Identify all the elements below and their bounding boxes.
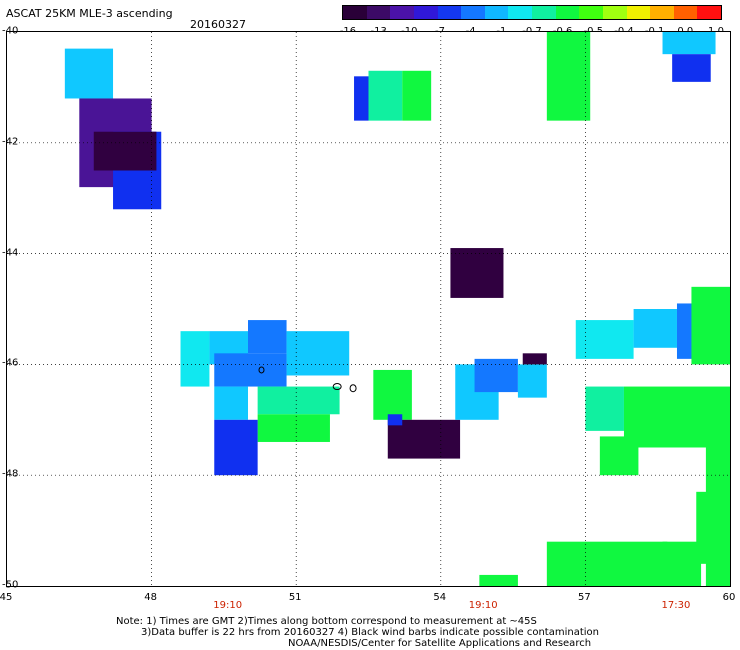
lat-label: -48 [2, 468, 19, 480]
date-label: 20160327 [190, 18, 246, 31]
wind-cell-dark [387, 419, 461, 459]
wind-cell-cyan [286, 331, 350, 376]
wind-cell-cyan [64, 48, 114, 99]
wind-cell-green [691, 286, 730, 365]
map-svg [7, 32, 730, 586]
colorbar-segment [461, 6, 485, 19]
note-line-2: 3)Data buffer is 22 hrs from 20160327 4)… [141, 627, 599, 638]
colorbar-segment [650, 6, 674, 19]
lon-label: 48 [144, 592, 157, 603]
lat-label: -44 [2, 247, 19, 259]
time-label: 19:10 [213, 600, 243, 611]
wind-cell-lightcyan [180, 331, 210, 387]
lon-label: 54 [433, 592, 447, 603]
wind-cell-green [662, 541, 702, 586]
colorbar-segment [508, 6, 532, 19]
lon-label: 60 [722, 592, 736, 603]
colorbar-segment [697, 6, 721, 19]
wind-cell-teal [368, 70, 403, 121]
title: ASCAT 25KM MLE-3 ascending [6, 7, 173, 20]
wind-cell-midblue [214, 353, 287, 387]
wind-cell-midblue [248, 320, 287, 354]
wind-cell-cyan [517, 364, 547, 398]
lat-label: -50 [2, 579, 19, 591]
time-label: 19:10 [468, 600, 498, 611]
lon-label: 57 [578, 592, 591, 603]
wind-cell-blue [672, 54, 711, 82]
colorbar-segment [602, 6, 627, 19]
time-label: 17:30 [661, 600, 691, 611]
colorbar-segment [484, 6, 509, 19]
wind-cell-green [546, 541, 668, 586]
wind-cell-teal [585, 386, 624, 431]
colorbar-segment [366, 6, 391, 19]
wind-cell-green [402, 70, 432, 121]
wind-cell-dark [522, 353, 547, 365]
lat-label: -40 [2, 25, 19, 37]
wind-cell-cyan [662, 32, 716, 55]
colorbar-segment [579, 6, 603, 19]
lat-label: -46 [2, 357, 19, 369]
note-line-1: Note: 1) Times are GMT 2)Times along bot… [116, 616, 537, 627]
colorbar-segment [343, 6, 367, 19]
lon-label: 45 [0, 592, 13, 603]
note-line-3: NOAA/NESDIS/Center for Satellite Applica… [288, 638, 592, 649]
colorbar-segment [673, 6, 698, 19]
wind-cell-blue [354, 76, 369, 121]
wind-cell-green [479, 574, 518, 586]
wind-cell-lightcyan [575, 320, 634, 359]
colorbar-segment [626, 6, 651, 19]
colorbar-segment [413, 6, 438, 19]
lon-label: 51 [288, 592, 302, 603]
colorbar-segment [555, 6, 580, 19]
wind-cell-green [373, 369, 412, 420]
island-outline [332, 383, 342, 391]
wind-cell-cyan [633, 309, 677, 348]
wind-cell-green [546, 32, 591, 121]
colorbar-segment [437, 6, 462, 19]
wind-cell-blue [387, 414, 403, 426]
wind-cell-cyan [214, 386, 248, 420]
lat-label: -42 [2, 136, 19, 148]
wind-cell-midblue [474, 358, 518, 393]
colorbar-segment [532, 6, 556, 19]
island-outline [258, 366, 265, 374]
wind-cell-green [257, 414, 330, 442]
island-outline [349, 384, 357, 393]
colorbar [342, 5, 722, 20]
wind-cell-dark [93, 131, 157, 171]
wind-cell-blue [214, 419, 258, 476]
wind-cell-dark [450, 248, 504, 298]
map-area [6, 31, 731, 587]
wind-cell-green [599, 436, 639, 476]
wind-cell-teal [257, 386, 340, 415]
colorbar-segment [390, 6, 414, 19]
